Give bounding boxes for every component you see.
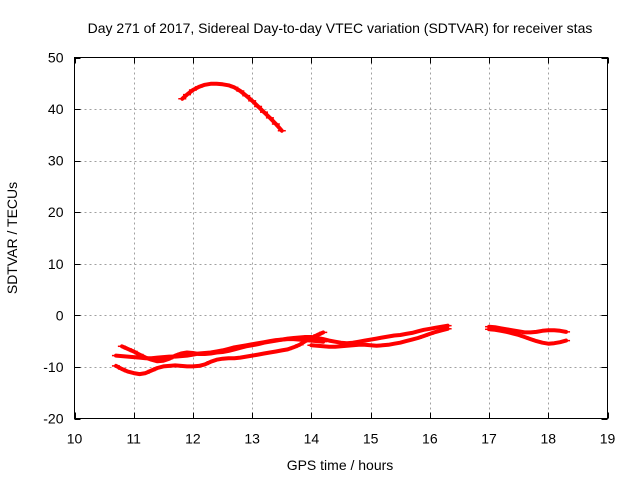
series-arc-mid bbox=[301, 323, 452, 346]
y-tick-label: 0 bbox=[56, 307, 64, 323]
x-axis-label: GPS time / hours bbox=[287, 457, 394, 473]
x-tick-label: 18 bbox=[540, 431, 556, 447]
y-tick-label: 50 bbox=[48, 50, 64, 66]
chart-title: Day 271 of 2017, Sidereal Day-to-day VTE… bbox=[88, 20, 593, 36]
y-tick-label: 30 bbox=[48, 153, 64, 169]
y-tick-label: 40 bbox=[48, 101, 64, 117]
x-tick-label: 15 bbox=[363, 431, 379, 447]
series-arc-late-a bbox=[485, 324, 571, 335]
x-tick-label: 10 bbox=[67, 431, 83, 447]
x-tick-label: 11 bbox=[126, 431, 141, 447]
series-arc-late-b bbox=[485, 327, 571, 346]
x-tick-label: 13 bbox=[244, 431, 260, 447]
series-arc-high bbox=[178, 81, 286, 133]
x-tick-label: 19 bbox=[600, 431, 616, 447]
series-arc-low-a bbox=[111, 330, 328, 377]
x-tick-label: 16 bbox=[422, 431, 438, 447]
y-axis-label: SDTVAR / TECUs bbox=[4, 182, 20, 294]
y-tick-labels: -20 -10 0 10 20 30 40 50 bbox=[43, 50, 63, 427]
x-tick-labels: 10 11 12 13 14 15 16 17 18 19 bbox=[67, 431, 616, 447]
y-tick-label: -20 bbox=[43, 411, 63, 427]
y-tick-label: -10 bbox=[43, 359, 63, 375]
x-tick-label: 14 bbox=[304, 431, 320, 447]
plot-frame bbox=[74, 57, 608, 419]
chart-grid bbox=[74, 57, 608, 419]
series-arc-low-c bbox=[111, 337, 328, 361]
x-tick-label: 12 bbox=[185, 431, 201, 447]
chart-data-layer bbox=[111, 81, 571, 377]
x-tick-label: 17 bbox=[481, 431, 497, 447]
y-tick-label: 10 bbox=[48, 256, 64, 272]
chart-ticks bbox=[74, 57, 609, 420]
series-arc-mid-b bbox=[307, 326, 452, 349]
y-tick-label: 20 bbox=[48, 204, 64, 220]
